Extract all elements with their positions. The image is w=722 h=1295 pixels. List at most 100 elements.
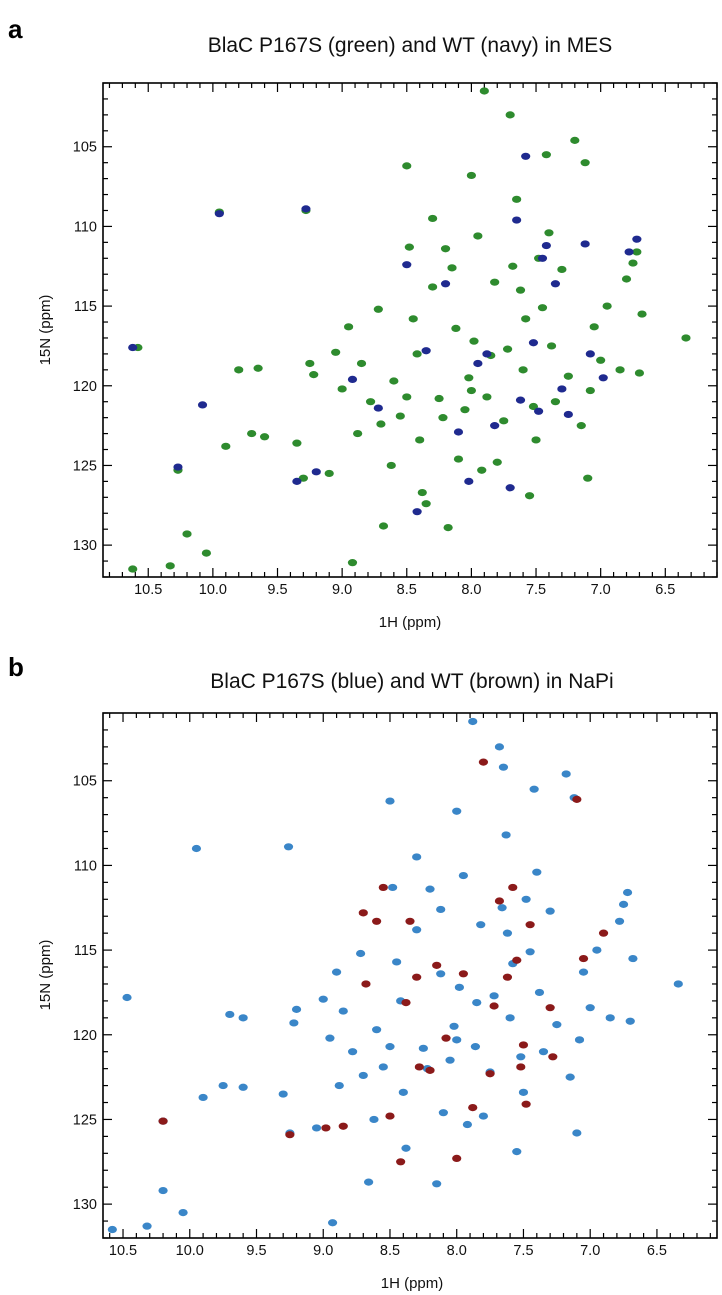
peak-primary — [182, 530, 192, 538]
peak-secondary — [490, 422, 500, 430]
peak-primary — [412, 350, 422, 358]
y-tick-label: 120 — [73, 379, 97, 395]
peak-primary — [673, 980, 683, 988]
peak-primary — [378, 522, 389, 530]
peak-secondary — [378, 883, 388, 892]
panel-a: a BlaC P167S (green) and WT (navy) in ME… — [8, 14, 718, 631]
peak-primary — [292, 439, 302, 447]
peak-secondary — [598, 929, 609, 937]
peak-primary — [395, 412, 405, 420]
peak-primary — [428, 214, 438, 223]
peak-secondary — [396, 1158, 406, 1166]
chart-title-b: BlaC P167S (blue) and WT (brown) in NaPi — [210, 670, 613, 693]
peak-primary — [388, 883, 398, 892]
peak-primary — [372, 1026, 382, 1034]
x-tick-label: 7.5 — [526, 582, 546, 598]
peak-primary — [625, 1017, 635, 1025]
peak-secondary — [541, 241, 551, 250]
peak-primary — [521, 315, 531, 323]
peak-primary — [432, 1180, 442, 1188]
x-tick-label: 7.0 — [580, 1243, 600, 1259]
peaks-a — [128, 87, 691, 573]
peak-secondary — [563, 410, 573, 419]
peak-secondary — [489, 1002, 499, 1010]
peak-secondary — [624, 248, 634, 256]
peak-primary — [541, 151, 551, 159]
peak-secondary — [512, 956, 522, 964]
peak-primary — [221, 442, 231, 450]
peak-primary — [389, 377, 399, 385]
peak-primary — [128, 565, 138, 573]
peak-secondary — [412, 973, 422, 981]
peak-secondary — [464, 477, 474, 485]
peak-primary — [412, 926, 422, 934]
peak-primary — [632, 248, 642, 256]
peak-primary — [334, 1081, 344, 1090]
y-tick-label: 130 — [73, 538, 97, 554]
panel-label-b: b — [8, 652, 24, 682]
peak-secondary — [548, 1053, 558, 1061]
peak-secondary — [516, 1063, 526, 1071]
peak-secondary — [550, 280, 561, 288]
peak-primary — [482, 393, 492, 401]
y-tick-label: 105 — [73, 774, 97, 790]
peak-primary — [191, 844, 202, 853]
peak-primary — [578, 968, 589, 976]
peak-primary — [324, 469, 334, 478]
peak-primary — [373, 305, 383, 313]
peak-primary — [466, 386, 476, 395]
peak-secondary — [505, 484, 515, 492]
peak-primary — [477, 466, 487, 474]
peak-secondary — [402, 261, 412, 269]
y-tick-label: 130 — [73, 1197, 97, 1213]
peak-primary — [505, 1014, 515, 1022]
peak-secondary — [534, 407, 544, 415]
peak-primary — [508, 262, 518, 270]
peaks-b — [107, 717, 683, 1234]
x-tick-label: 9.5 — [267, 582, 287, 598]
y-tick-label: 110 — [74, 219, 97, 235]
peak-primary — [418, 1044, 428, 1052]
axis-ticks-a — [103, 82, 718, 578]
peak-primary — [570, 136, 580, 144]
peak-secondary — [537, 254, 548, 262]
peak-primary — [253, 364, 263, 372]
peak-primary — [534, 988, 545, 997]
peak-primary — [225, 1010, 235, 1019]
x-tick-label: 9.0 — [332, 582, 352, 598]
peak-primary — [615, 366, 625, 374]
peak-primary — [499, 417, 509, 425]
panel-b: b BlaC P167S (blue) and WT (brown) in Na… — [8, 652, 718, 1292]
peak-primary — [378, 1063, 388, 1071]
x-tick-label: 8.0 — [447, 1243, 467, 1259]
peak-primary — [470, 1043, 481, 1051]
peak-secondary — [632, 235, 642, 243]
peak-primary — [392, 958, 402, 966]
peak-primary — [356, 949, 366, 958]
peak-secondary — [478, 758, 489, 766]
peak-primary — [386, 461, 396, 470]
peak-primary — [557, 265, 567, 274]
peak-primary — [460, 406, 470, 414]
peak-primary — [521, 895, 531, 903]
panel-label-a: a — [8, 14, 23, 44]
peak-primary — [518, 366, 528, 374]
peak-primary — [478, 1112, 489, 1120]
peak-primary — [122, 993, 132, 1002]
peak-primary — [531, 436, 541, 444]
peak-secondary — [580, 240, 590, 248]
x-tick-label: 7.0 — [591, 582, 611, 598]
peak-primary — [512, 1148, 522, 1156]
peak-primary — [479, 87, 489, 95]
peak-secondary — [173, 463, 183, 471]
peak-primary — [385, 797, 395, 805]
peak-primary — [532, 868, 542, 876]
peak-secondary — [557, 385, 567, 393]
plot-frame-b — [102, 712, 718, 1239]
peak-primary — [198, 1093, 208, 1102]
peak-secondary — [512, 216, 522, 224]
peak-secondary — [373, 404, 383, 412]
peak-primary — [417, 488, 427, 497]
plot-frame-a — [102, 82, 718, 578]
peak-secondary — [214, 210, 224, 218]
